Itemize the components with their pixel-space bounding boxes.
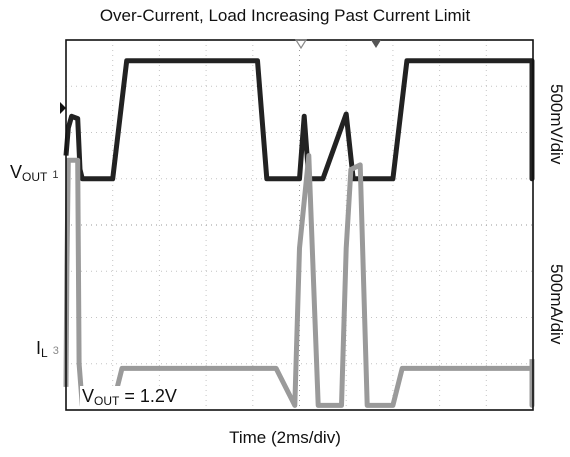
vout-scale-label: 500mV/div bbox=[547, 84, 566, 165]
trigger-delay-marker bbox=[371, 40, 381, 48]
vout-channel-label: VOUT 1 bbox=[10, 162, 59, 184]
chart-title: Over-Current, Load Increasing Past Curre… bbox=[99, 6, 471, 25]
ch1-marker: 1 bbox=[52, 169, 59, 181]
x-axis-label: Time (2ms/div) bbox=[229, 428, 341, 447]
il-scale-label: 500mA/div bbox=[547, 264, 566, 345]
ch3-marker: 3 bbox=[52, 345, 59, 357]
trigger-level-marker bbox=[60, 102, 66, 114]
trigger-position-marker bbox=[294, 39, 308, 50]
trace-ch1 bbox=[63, 58, 535, 182]
vout-annotation: VOUT = 1.2V bbox=[80, 386, 179, 408]
trace-ch3 bbox=[63, 153, 535, 408]
il-channel-label: IL 3 bbox=[36, 338, 59, 360]
